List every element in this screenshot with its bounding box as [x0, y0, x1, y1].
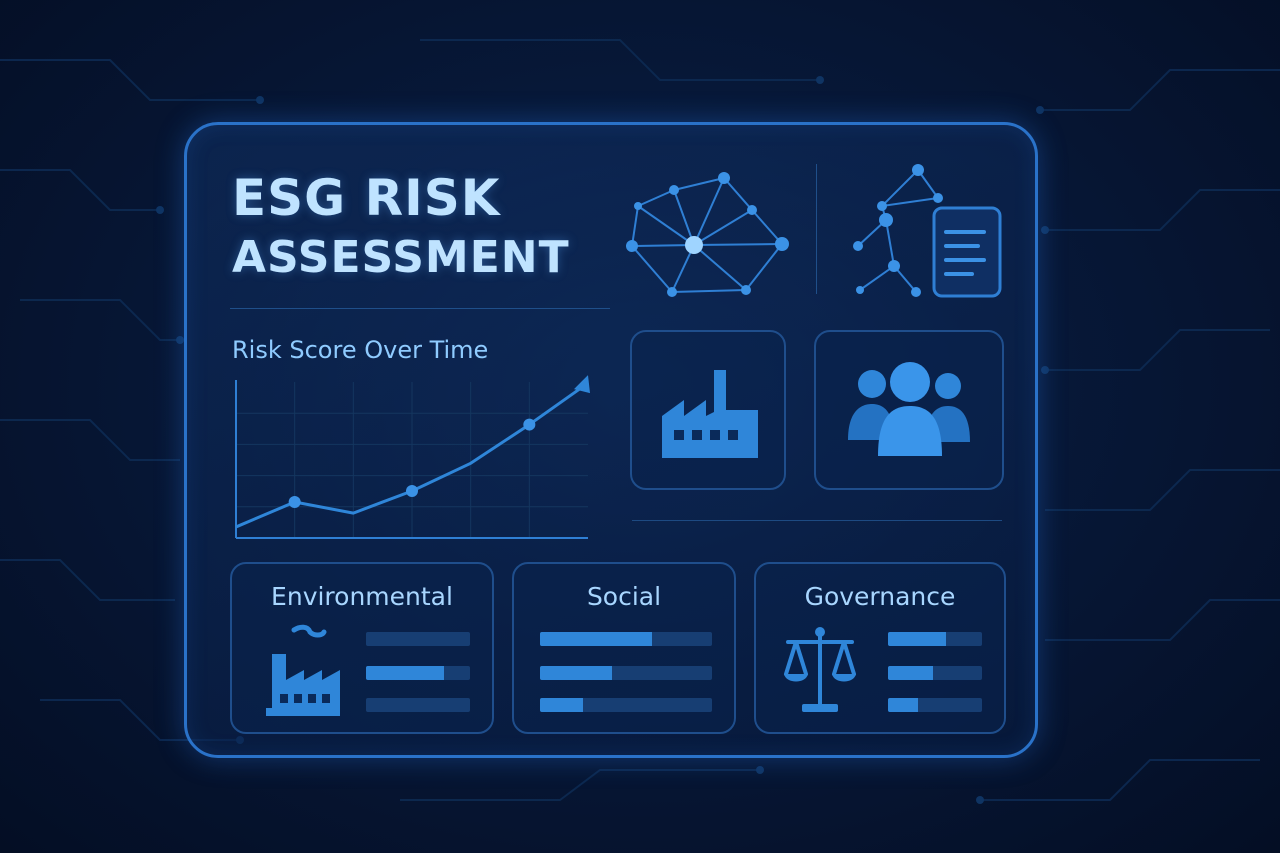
environmental-card[interactable]: Environmental [230, 562, 494, 734]
social-title: Social [586, 582, 662, 611]
social-bar-2 [540, 666, 712, 680]
scales-icon [784, 627, 856, 712]
governance-title: Governance [804, 582, 956, 611]
social-bar-3 [540, 698, 712, 712]
environmental-title: Environmental [271, 582, 453, 611]
title-line-2: ASSESSMENT [232, 232, 570, 283]
social-bar-1-fill [540, 632, 652, 646]
network-report-icon [853, 164, 1002, 298]
environmental-bar-1 [366, 632, 470, 646]
network-icon [626, 172, 789, 297]
governance-bar-3-fill [888, 698, 919, 712]
social-bar-2-fill [540, 666, 613, 680]
people-icon [848, 362, 970, 456]
chart-point-1 [288, 496, 301, 509]
governance-bar-2-fill [888, 666, 934, 680]
social-bar-1 [540, 632, 712, 646]
governance-bar-3 [888, 698, 982, 712]
title-line-1: ESG RISK [232, 169, 501, 227]
vertical-divider [816, 164, 817, 294]
risk-score-chart [235, 375, 590, 539]
environmental-bar-3 [366, 698, 470, 712]
chart-point-3 [406, 484, 418, 497]
people-tile[interactable] [814, 330, 1004, 490]
factory-icon [662, 370, 758, 458]
social-bar-3-fill [540, 698, 583, 712]
factory-smoke-icon [266, 624, 340, 716]
header-divider [230, 308, 610, 309]
chart-point-5 [523, 418, 536, 431]
environmental-bar-2 [366, 666, 470, 680]
page-title: ESG RISK ASSESSMENT [232, 168, 592, 288]
social-card[interactable]: Social [512, 562, 736, 734]
environmental-bar-2-fill [366, 666, 444, 680]
tiles-divider [632, 520, 1002, 521]
governance-bar-2 [888, 666, 982, 680]
chart-trend-arrowhead [574, 375, 590, 394]
factory-tile[interactable] [630, 330, 786, 490]
chart-title: Risk Score Over Time [232, 336, 489, 364]
governance-card[interactable]: Governance [754, 562, 1006, 734]
governance-bar-1 [888, 632, 982, 646]
governance-bar-1-fill [888, 632, 947, 646]
